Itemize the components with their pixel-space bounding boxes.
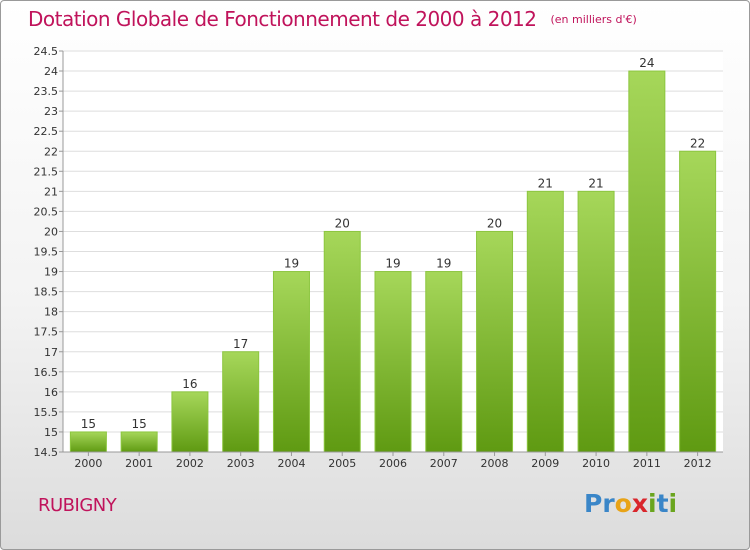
bar xyxy=(69,431,107,453)
y-tick-label: 22 xyxy=(44,145,58,158)
y-tick-label: 19.5 xyxy=(34,246,59,259)
y-tick-label: 22.5 xyxy=(34,125,59,138)
data-label: 20 xyxy=(487,216,502,230)
y-tick-label: 17.5 xyxy=(34,326,59,339)
data-label: 19 xyxy=(436,257,451,271)
x-tick-label: 2001 xyxy=(125,457,153,470)
y-tick-label: 14.5 xyxy=(34,446,59,459)
data-label: 20 xyxy=(335,216,350,230)
bar xyxy=(425,271,463,453)
chart-subtitle: (en milliers d'€) xyxy=(550,13,637,26)
data-label: 21 xyxy=(588,176,603,190)
y-tick-label: 16 xyxy=(44,386,58,399)
bar xyxy=(628,70,666,453)
data-label: 16 xyxy=(182,377,197,391)
chart-title: Dotation Globale de Fonctionnement de 20… xyxy=(28,7,537,31)
x-tick-label: 2005 xyxy=(328,457,356,470)
logo-letter: i xyxy=(668,489,678,518)
data-label: 15 xyxy=(132,417,147,431)
y-tick-label: 23.5 xyxy=(34,85,59,98)
y-tick-label: 21 xyxy=(44,185,58,198)
logo-letter: r xyxy=(602,489,615,518)
y-tick-label: 21.5 xyxy=(34,165,59,178)
bar xyxy=(577,190,615,453)
y-tick-label: 18 xyxy=(44,306,58,319)
y-tick-label: 23 xyxy=(44,105,58,118)
y-tick-label: 15.5 xyxy=(34,406,59,419)
y-tick-label: 24 xyxy=(44,65,58,78)
x-tick-label: 2011 xyxy=(633,457,661,470)
logo-letter: i xyxy=(648,489,657,518)
x-tick-label: 2008 xyxy=(481,457,509,470)
x-tick-label: 2006 xyxy=(379,457,407,470)
title-row: Dotation Globale de Fonctionnement de 20… xyxy=(28,7,637,31)
y-tick-label: 16.5 xyxy=(34,366,59,379)
data-label: 24 xyxy=(639,56,654,70)
logo-letter: P xyxy=(584,489,603,518)
data-label: 19 xyxy=(284,257,299,271)
logo-letter: t xyxy=(656,489,669,518)
x-tick-label: 2000 xyxy=(74,457,102,470)
y-tick-label: 17 xyxy=(44,346,58,359)
bar xyxy=(120,431,158,453)
x-tick-label: 2012 xyxy=(684,457,712,470)
logo-letter: x xyxy=(631,489,648,518)
y-tick-label: 15 xyxy=(44,426,58,439)
x-tick-label: 2003 xyxy=(227,457,255,470)
data-label: 21 xyxy=(538,176,553,190)
x-tick-label: 2002 xyxy=(176,457,204,470)
data-label: 19 xyxy=(385,257,400,271)
x-tick-label: 2007 xyxy=(430,457,458,470)
y-tick-label: 20.5 xyxy=(34,205,59,218)
bar xyxy=(526,190,564,453)
proxiti-logo: Proxiti xyxy=(584,489,677,518)
bar xyxy=(679,150,717,453)
data-label: 15 xyxy=(81,417,96,431)
x-tick-label: 2010 xyxy=(582,457,610,470)
bar xyxy=(171,391,209,453)
y-tick-label: 19 xyxy=(44,266,58,279)
x-axis-ticks: 2000 2001 2002 2003 2004 2005 2006 2007 2008 2009… xyxy=(74,452,712,470)
y-tick-label: 24.5 xyxy=(34,45,59,58)
bar xyxy=(323,230,361,453)
bar xyxy=(222,351,260,453)
y-axis-ticks: 14.5 15 15.5 16 16.5 17 17.5 18 18.5 19 19.5 20 20.5… xyxy=(34,45,63,459)
logo-letter: o xyxy=(614,489,632,518)
data-label: 17 xyxy=(233,337,248,351)
y-tick-label: 18.5 xyxy=(34,286,59,299)
bar xyxy=(476,230,514,453)
commune-name: RUBIGNY xyxy=(38,495,117,516)
y-tick-label: 20 xyxy=(44,225,58,238)
bar xyxy=(272,271,310,453)
data-label: 22 xyxy=(690,136,705,150)
bar xyxy=(374,271,412,453)
x-tick-label: 2004 xyxy=(277,457,305,470)
x-tick-label: 2009 xyxy=(531,457,559,470)
